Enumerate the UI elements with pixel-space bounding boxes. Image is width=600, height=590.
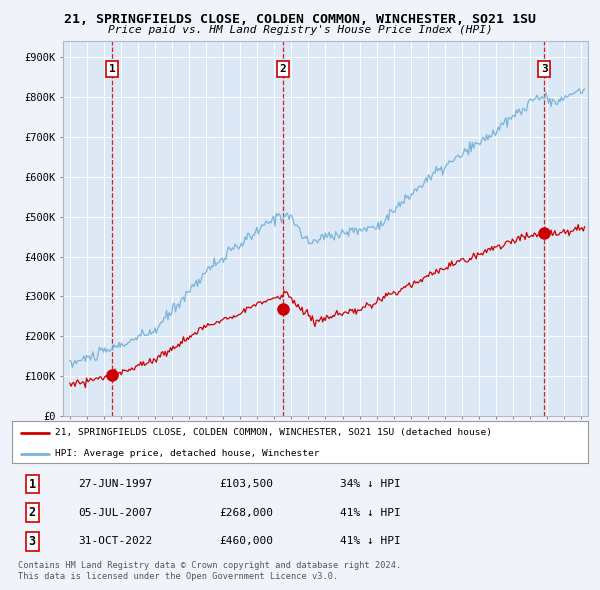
Text: 34% ↓ HPI: 34% ↓ HPI (340, 479, 401, 489)
Text: 1: 1 (109, 64, 115, 74)
Text: This data is licensed under the Open Government Licence v3.0.: This data is licensed under the Open Gov… (18, 572, 338, 581)
Text: 3: 3 (29, 535, 36, 548)
Text: 05-JUL-2007: 05-JUL-2007 (78, 508, 152, 517)
Text: 2: 2 (280, 64, 286, 74)
Text: £103,500: £103,500 (220, 479, 274, 489)
Text: 1: 1 (29, 477, 36, 490)
Bar (112, 41, 586, 416)
Text: 21, SPRINGFIELDS CLOSE, COLDEN COMMON, WINCHESTER, SO21 1SU: 21, SPRINGFIELDS CLOSE, COLDEN COMMON, W… (64, 13, 536, 26)
Text: 27-JUN-1997: 27-JUN-1997 (78, 479, 152, 489)
Text: 21, SPRINGFIELDS CLOSE, COLDEN COMMON, WINCHESTER, SO21 1SU (detached house): 21, SPRINGFIELDS CLOSE, COLDEN COMMON, W… (55, 428, 492, 437)
Text: 3: 3 (541, 64, 548, 74)
Text: HPI: Average price, detached house, Winchester: HPI: Average price, detached house, Winc… (55, 450, 320, 458)
Bar (283, 41, 586, 416)
Text: £460,000: £460,000 (220, 536, 274, 546)
Text: 41% ↓ HPI: 41% ↓ HPI (340, 508, 401, 517)
Text: Price paid vs. HM Land Registry's House Price Index (HPI): Price paid vs. HM Land Registry's House … (107, 25, 493, 35)
Text: 2: 2 (29, 506, 36, 519)
Text: 41% ↓ HPI: 41% ↓ HPI (340, 536, 401, 546)
Text: £268,000: £268,000 (220, 508, 274, 517)
Text: 31-OCT-2022: 31-OCT-2022 (78, 536, 152, 546)
Text: Contains HM Land Registry data © Crown copyright and database right 2024.: Contains HM Land Registry data © Crown c… (18, 560, 401, 569)
Bar (544, 41, 586, 416)
